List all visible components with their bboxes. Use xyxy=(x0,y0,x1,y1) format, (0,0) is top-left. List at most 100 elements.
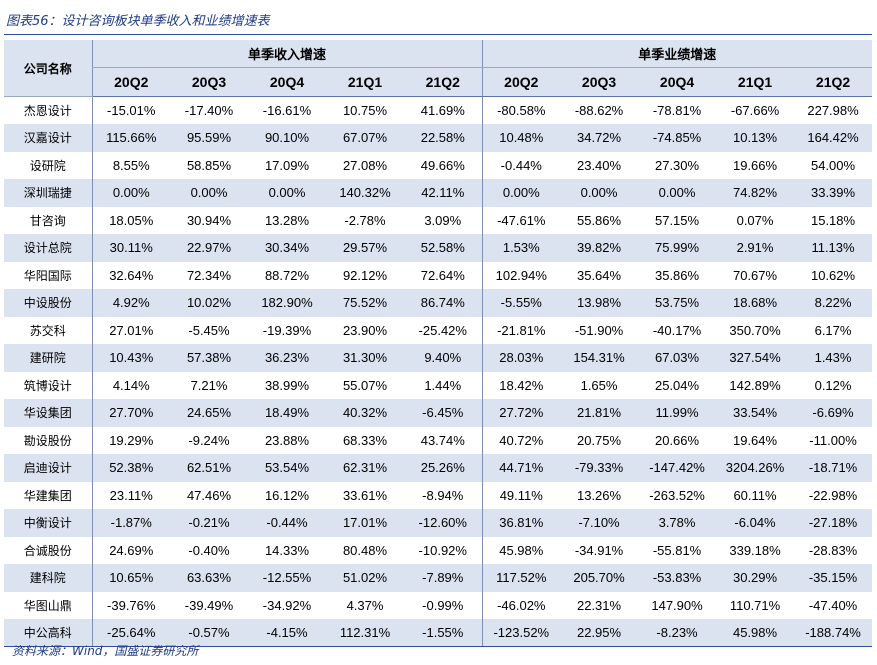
profit-growth-cell: 35.86% xyxy=(654,267,700,283)
revenue-growth-cell: 25.26% xyxy=(404,454,483,482)
revenue-growth-cell: 10.43% xyxy=(91,344,170,372)
company-name-cell: 筑博设计 xyxy=(23,378,72,393)
revenue-growth-cell: -2.78% xyxy=(344,212,386,228)
profit-growth-cell: 67.03% xyxy=(638,344,717,372)
profit-growth-cell: 0.00% xyxy=(560,179,639,207)
table-row: 勘设股份 19.29% -9.24% 23.88% 68.33% 43.74% 40.72%… xyxy=(4,426,872,454)
profit-growth-cell: 15.18% xyxy=(810,212,856,228)
table-row: 合诚股份 24.69% -0.40% 14.33% 80.48% -10.92% 45.98… xyxy=(4,536,872,564)
profit-growth-cell: 3.78% xyxy=(638,509,717,537)
profit-growth-cell: 3204.26% xyxy=(716,454,795,482)
revenue-growth-cell: 67.07% xyxy=(326,124,404,152)
table-row: 建研院 10.43% 57.38% 36.23% 31.30% 9.40% 28.03% 15… xyxy=(4,344,873,372)
revenue-growth-cell: -0.21% xyxy=(170,509,248,537)
quarter-header: 20Q4 xyxy=(248,67,326,97)
profit-growth-cell: 227.98% xyxy=(807,103,859,118)
revenue-growth-cell: -0.57% xyxy=(170,619,248,647)
profit-growth-cell: 21.81% xyxy=(560,399,639,427)
company-name-cell: 中设股份 xyxy=(4,289,92,317)
revenue-growth-cell: 112.31% xyxy=(326,619,404,647)
profit-growth-cell: 13.26% xyxy=(576,487,622,503)
revenue-growth-cell: 23.88% xyxy=(264,432,310,448)
revenue-growth-cell: 4.92% xyxy=(91,289,170,317)
revenue-growth-cell: 10.75% xyxy=(342,103,388,118)
revenue-growth-cell: 31.30% xyxy=(326,344,404,372)
revenue-growth-cell: 19.29% xyxy=(91,426,170,454)
revenue-growth-cell: 10.65% xyxy=(91,564,170,592)
company-name-cell: 华设集团 xyxy=(4,399,92,427)
profit-growth-cell: 10.62% xyxy=(810,267,856,283)
company-name-cell: 中公高科 xyxy=(4,619,92,647)
revenue-growth-cell: 7.21% xyxy=(190,377,228,393)
profit-growth-cell: 18.68% xyxy=(716,289,795,317)
company-name-cell: 甘咨询 xyxy=(29,213,66,228)
profit-growth-cell: 142.89% xyxy=(729,377,781,393)
profit-growth-cell: -5.55% xyxy=(481,289,561,317)
quarter-header: 20Q3 xyxy=(560,67,639,97)
profit-growth-cell: 327.54% xyxy=(716,344,795,372)
source-note: 资料来源：Wind，国盛证券研究所 xyxy=(12,644,199,658)
revenue-growth-cell: 92.12% xyxy=(342,267,388,283)
profit-growth-cell: 20.75% xyxy=(576,432,622,448)
revenue-growth-cell: 36.23% xyxy=(248,344,326,372)
quarter-header: 20Q4 xyxy=(638,67,717,97)
company-name-cell: 勘设股份 xyxy=(23,433,72,448)
revenue-growth-cell: -39.76% xyxy=(91,591,170,619)
profit-growth-cell: 8.22% xyxy=(794,289,873,317)
revenue-growth-cell: 23.90% xyxy=(342,322,388,338)
revenue-growth-cell: 0.00% xyxy=(91,179,170,207)
quarter-header: 20Q2 xyxy=(481,67,561,97)
table-row: 华建集团 23.11% 47.46% 16.12% 33.61% -8.94% 49.11%… xyxy=(4,481,872,509)
revenue-growth-cell: 72.34% xyxy=(186,267,232,283)
revenue-growth-cell: -0.44% xyxy=(248,509,326,537)
quarter-header: 20Q3 xyxy=(170,67,248,97)
company-name-cell: 苏交科 xyxy=(29,323,66,338)
revenue-growth-cell: 24.69% xyxy=(91,536,170,564)
company-name-cell: 华阳国际 xyxy=(23,268,72,283)
profit-growth-cell: 33.54% xyxy=(716,399,795,427)
revenue-growth-cell: -19.39% xyxy=(262,322,312,338)
revenue-growth-cell: 86.74% xyxy=(404,289,483,317)
profit-growth-cell: -8.23% xyxy=(638,619,717,647)
revenue-growth-cell: -12.60% xyxy=(404,509,483,537)
revenue-growth-cell: 24.65% xyxy=(170,399,248,427)
company-name-cell: 杰恩设计 xyxy=(23,104,72,118)
table-row: 设研院 8.55% 58.85% 17.09% 27.08% 49.66% -0.44% 23… xyxy=(4,151,872,179)
profit-growth-cell: 102.94% xyxy=(481,261,561,289)
revenue-growth-cell: -0.99% xyxy=(422,597,464,613)
revenue-growth-cell: 62.51% xyxy=(170,454,248,482)
revenue-growth-cell: 1.44% xyxy=(424,377,462,393)
profit-growth-cell: 33.39% xyxy=(794,179,873,207)
profit-growth-cell: 23.40% xyxy=(576,157,622,173)
company-name-cell: 设计总院 xyxy=(4,234,92,262)
company-name-header: 公司名称 xyxy=(4,40,92,97)
company-name-cell: 汉嘉设计 xyxy=(4,124,92,152)
revenue-growth-cell: -7.89% xyxy=(404,564,483,592)
profit-growth-cell: 25.04% xyxy=(654,377,700,393)
revenue-growth-cell: 49.66% xyxy=(420,157,465,173)
revenue-growth-cell: 27.08% xyxy=(342,157,388,173)
profit-growth-cell: 2.91% xyxy=(716,234,795,262)
table-row: 汉嘉设计 115.66% 95.59% 90.10% 67.07% 22.58% 10.48… xyxy=(4,124,873,152)
company-name-cell: 建科院 xyxy=(4,564,92,592)
revenue-growth-cell: 40.32% xyxy=(326,399,404,427)
profit-growth-cell: 44.71% xyxy=(481,454,561,482)
table-row: 设计总院 30.11% 22.97% 30.34% 29.57% 52.58% 1.53% 3… xyxy=(4,234,873,262)
revenue-growth-cell: 58.85% xyxy=(186,157,232,173)
revenue-growth-cell: 38.99% xyxy=(264,377,310,393)
profit-growth-cell: 164.42% xyxy=(794,124,873,152)
quarter-header: 21Q1 xyxy=(716,67,795,97)
profit-growth-cell: -147.42% xyxy=(638,454,717,482)
revenue-growth-cell: 32.64% xyxy=(91,261,170,289)
revenue-growth-cell: 140.32% xyxy=(326,179,404,207)
table-row: 华阳国际 32.64% 72.34% 88.72% 92.12% 72.64% 102.94… xyxy=(4,261,872,289)
profit-growth-cell: 1.53% xyxy=(481,234,561,262)
revenue-growth-cell: 23.11% xyxy=(91,481,170,509)
profit-growth-cell: -88.62% xyxy=(574,103,624,118)
profit-growth-cell: 22.31% xyxy=(576,597,622,613)
revenue-growth-cell: 72.64% xyxy=(420,267,465,283)
revenue-growth-cell: -17.40% xyxy=(184,103,234,118)
table-row: 甘咨询 18.05% 30.94% 13.28% -2.78% 3.09% -47.61% 5… xyxy=(4,206,872,234)
profit-growth-cell: 18.42% xyxy=(481,371,561,399)
revenue-growth-cell: 80.48% xyxy=(342,542,388,558)
